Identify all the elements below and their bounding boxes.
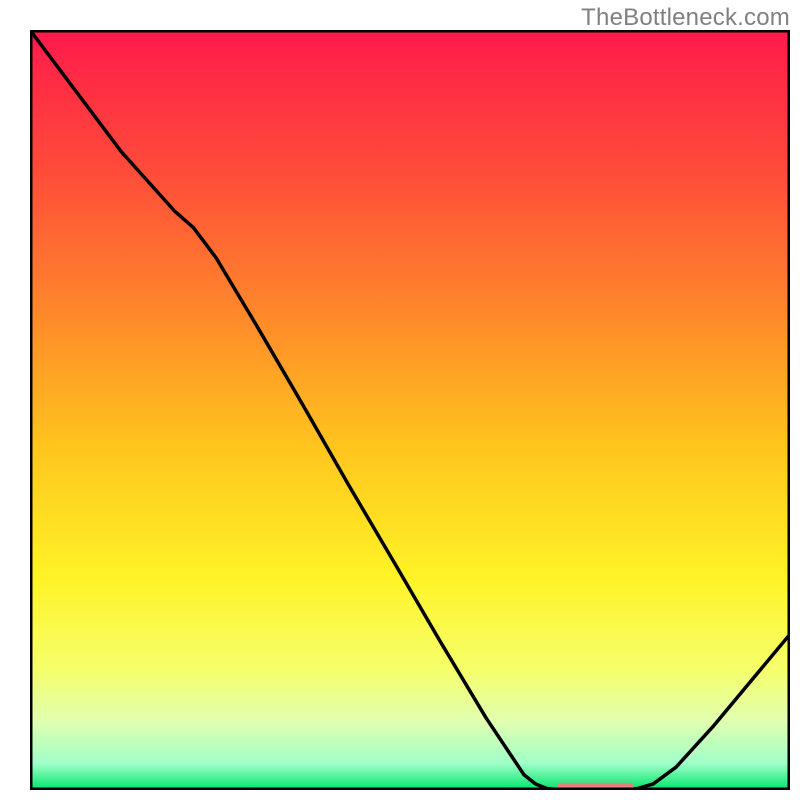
watermark-label: TheBottleneck.com [581, 4, 790, 32]
chart-frame: TheBottleneck.com [0, 0, 800, 800]
chart-svg [30, 30, 790, 790]
chart-plot-area [30, 30, 790, 790]
gradient-background [30, 30, 790, 790]
